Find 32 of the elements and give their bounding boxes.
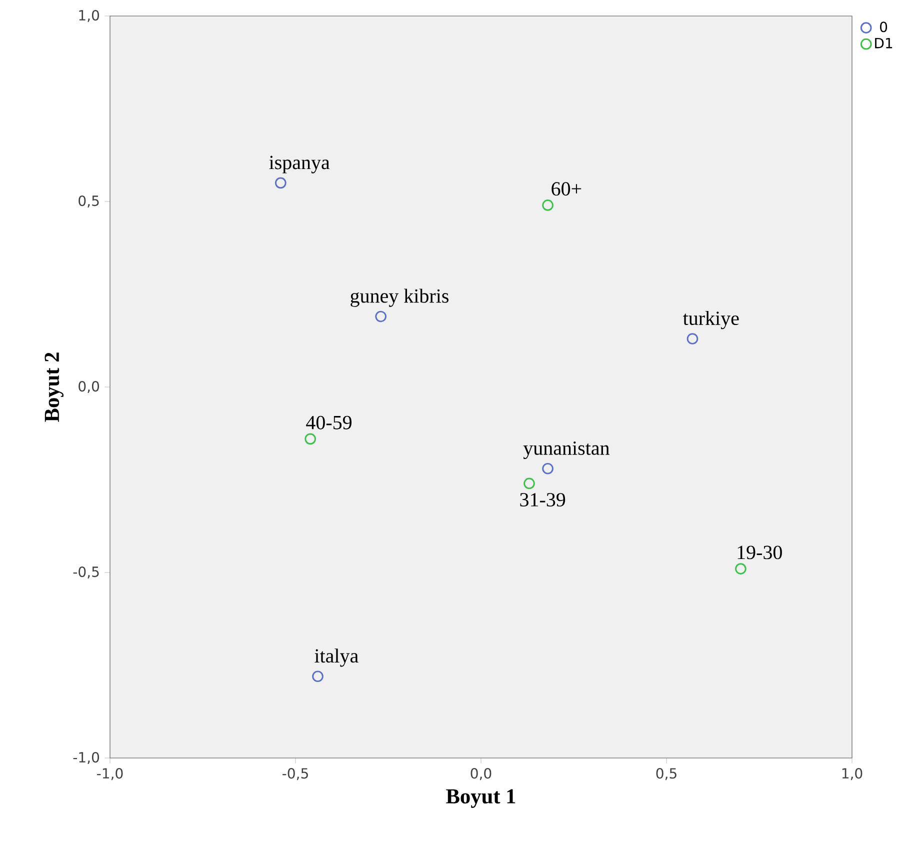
annotation: guney kibris [350,288,448,307]
x-tick-label: 0,0 [470,768,492,780]
annotation: yunanistan [523,441,610,460]
annotation: ispanya [269,156,330,174]
y-tick-label: -0,5 [73,566,99,579]
point [542,462,554,474]
y-tick-label: 1,0 [79,10,100,22]
x-tick-label: 1,0 [842,768,862,780]
point [304,433,316,445]
x-tick-label: -1,0 [97,768,123,780]
annotation: 40-59 [306,416,352,430]
y-tick-label: -1,0 [73,752,100,764]
y-axis-title: Boyut 2 [44,352,64,422]
x-tick-label: 0,5 [656,768,676,780]
annotation: italya [314,648,358,667]
x-tick-label: -0,5 [282,768,308,780]
y-tick-label: 0,0 [78,380,100,394]
annotation: 60+ [552,182,582,196]
point [524,478,535,490]
annotation: 31-39 [520,493,566,506]
annotation: 19-30 [738,546,782,560]
point [542,200,554,211]
legend-label: D1 [875,38,892,48]
point [274,177,286,189]
legend-label: 0 [880,22,888,32]
x-axis-title: Boyut 1 [446,789,516,808]
annotation: turkiye [683,310,739,330]
point [312,670,324,682]
y-tick-label: 0,5 [78,195,99,208]
point [686,333,698,344]
point [735,563,746,574]
point [375,310,386,322]
